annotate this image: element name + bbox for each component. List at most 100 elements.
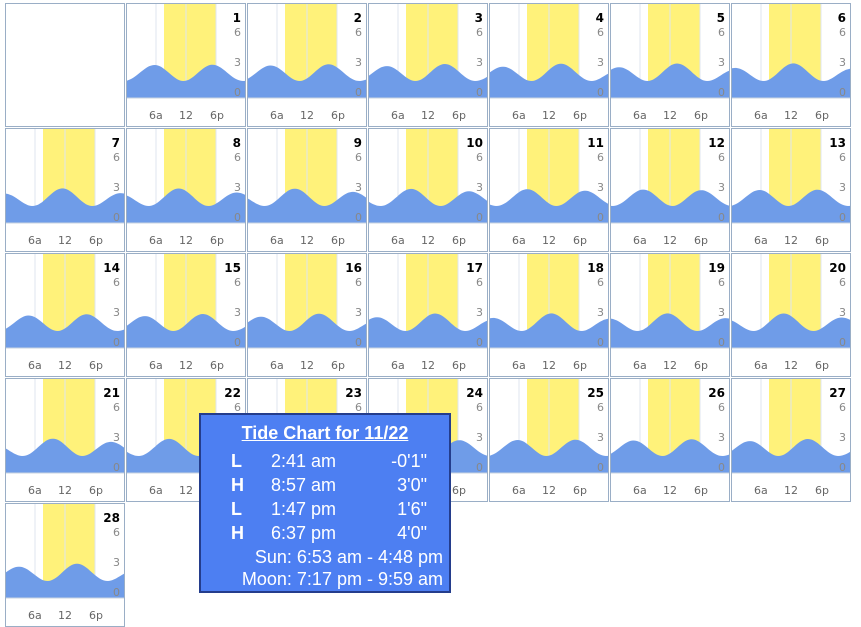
x-tick-label: 12: [663, 484, 677, 497]
day-cell[interactable]: 27 6 3 0 6a 12 6p: [731, 378, 851, 502]
x-tick-label: 12: [784, 234, 798, 247]
tide-time: 6:37 pm: [271, 523, 337, 543]
x-tick-label: 6p: [573, 359, 587, 372]
x-tick-label: 12: [421, 234, 435, 247]
y-tick-label: 3: [355, 306, 362, 319]
x-tick-label: 6a: [149, 234, 163, 247]
x-tick-label: 6p: [573, 484, 587, 497]
day-cell[interactable]: 13 6 3 0 6a 12 6p: [731, 128, 851, 252]
day-number: 3: [474, 11, 483, 25]
day-cell[interactable]: 12 6 3 0 6a 12 6p: [610, 128, 730, 252]
day-number: 22: [224, 386, 241, 400]
y-tick-label: 0: [597, 336, 604, 349]
y-tick-label: 0: [113, 211, 120, 224]
y-tick-label: 3: [234, 56, 241, 69]
day-number: 8: [232, 136, 241, 150]
y-tick-label: 0: [839, 211, 846, 224]
tide-curve-chart: [490, 129, 608, 224]
day-cell[interactable]: 7 6 3 0 6a 12 6p: [5, 128, 125, 252]
x-tick-label: 6p: [331, 109, 345, 122]
y-tick-label: 6: [839, 401, 846, 414]
tide-curve-chart: [369, 254, 487, 349]
x-tick-label: 6p: [694, 484, 708, 497]
y-tick-label: 3: [476, 181, 483, 194]
x-tick-label: 12: [300, 359, 314, 372]
y-tick-label: 6: [839, 151, 846, 164]
day-number: 6: [837, 11, 846, 25]
tide-height: 4'0": [397, 523, 427, 543]
y-tick-label: 0: [476, 86, 483, 99]
tide-area: [369, 313, 487, 348]
day-cell[interactable]: 1 6 3 0 6a 12 6p: [126, 3, 246, 127]
day-cell[interactable]: 19 6 3 0 6a 12 6p: [610, 253, 730, 377]
day-cell[interactable]: 3 6 3 0 6a 12 6p: [368, 3, 488, 127]
x-tick-label: 6p: [210, 359, 224, 372]
x-tick-label: 6a: [391, 234, 405, 247]
y-tick-label: 3: [597, 431, 604, 444]
day-cell[interactable]: 11 6 3 0 6a 12 6p: [489, 128, 609, 252]
tide-height: -0'1": [391, 451, 427, 471]
day-cell[interactable]: 9 6 3 0 6a 12 6p: [247, 128, 367, 252]
day-cell[interactable]: 15 6 3 0 6a 12 6p: [126, 253, 246, 377]
x-tick-label: 6p: [573, 109, 587, 122]
x-tick-label: 6p: [573, 234, 587, 247]
x-tick-label: 6p: [452, 484, 466, 497]
day-cell[interactable]: 26 6 3 0 6a 12 6p: [610, 378, 730, 502]
y-tick-label: 6: [113, 276, 120, 289]
day-number: 28: [103, 511, 120, 525]
x-tick-label: 6p: [815, 109, 829, 122]
x-tick-label: 12: [663, 359, 677, 372]
day-number: 12: [708, 136, 725, 150]
day-cell[interactable]: 10 6 3 0 6a 12 6p: [368, 128, 488, 252]
y-tick-label: 6: [718, 401, 725, 414]
tide-calendar-grid: 1 6 3 0 6a 12 6p 2 6 3 0 6a 12 6p 3 6 3 0 6a 12 6p 4 6 3 0 6a 12 6p…: [5, 3, 851, 627]
y-tick-label: 3: [839, 306, 846, 319]
tide-row-1: L 2:41 am -0'1": [201, 451, 449, 475]
x-tick-label: 6a: [28, 484, 42, 497]
y-tick-label: 0: [355, 86, 362, 99]
day-cell[interactable]: 21 6 3 0 6a 12 6p: [5, 378, 125, 502]
y-tick-label: 6: [476, 276, 483, 289]
day-number: 4: [595, 11, 604, 25]
tide-curve-chart: [127, 129, 245, 224]
y-tick-label: 0: [597, 86, 604, 99]
day-cell[interactable]: 20 6 3 0 6a 12 6p: [731, 253, 851, 377]
y-tick-label: 3: [355, 56, 362, 69]
day-number: 7: [111, 136, 120, 150]
day-cell[interactable]: 16 6 3 0 6a 12 6p: [247, 253, 367, 377]
day-number: 17: [466, 261, 483, 275]
tide-area: [732, 439, 850, 473]
day-cell[interactable]: 18 6 3 0 6a 12 6p: [489, 253, 609, 377]
y-tick-label: 6: [113, 401, 120, 414]
day-cell[interactable]: 14 6 3 0 6a 12 6p: [5, 253, 125, 377]
x-tick-label: 6a: [149, 484, 163, 497]
y-tick-label: 3: [839, 56, 846, 69]
y-tick-label: 0: [113, 586, 120, 599]
day-cell[interactable]: 28 6 3 0 6a 12 6p: [5, 503, 125, 627]
x-tick-label: 6a: [512, 484, 526, 497]
y-tick-label: 3: [234, 306, 241, 319]
tide-height: 3'0": [397, 475, 427, 495]
y-tick-label: 6: [113, 151, 120, 164]
day-cell[interactable]: 17 6 3 0 6a 12 6p: [368, 253, 488, 377]
day-cell[interactable]: 8 6 3 0 6a 12 6p: [126, 128, 246, 252]
y-tick-label: 3: [718, 181, 725, 194]
x-tick-label: 6a: [754, 359, 768, 372]
y-tick-label: 6: [234, 26, 241, 39]
tide-row-2: H 8:57 am 3'0": [201, 475, 449, 499]
day-cell[interactable]: 4 6 3 0 6a 12 6p: [489, 3, 609, 127]
y-tick-label: 0: [839, 86, 846, 99]
y-tick-label: 0: [597, 461, 604, 474]
day-number: 23: [345, 386, 362, 400]
y-tick-label: 3: [476, 431, 483, 444]
day-cell[interactable]: 6 6 3 0 6a 12 6p: [731, 3, 851, 127]
day-cell[interactable]: 2 6 3 0 6a 12 6p: [247, 3, 367, 127]
x-tick-label: 12: [300, 234, 314, 247]
x-tick-label: 6a: [754, 109, 768, 122]
day-cell[interactable]: 5 6 3 0 6a 12 6p: [610, 3, 730, 127]
day-cell[interactable]: 25 6 3 0 6a 12 6p: [489, 378, 609, 502]
x-tick-label: 12: [784, 484, 798, 497]
x-tick-label: 12: [58, 234, 72, 247]
day-number: 14: [103, 261, 120, 275]
y-tick-label: 6: [355, 401, 362, 414]
